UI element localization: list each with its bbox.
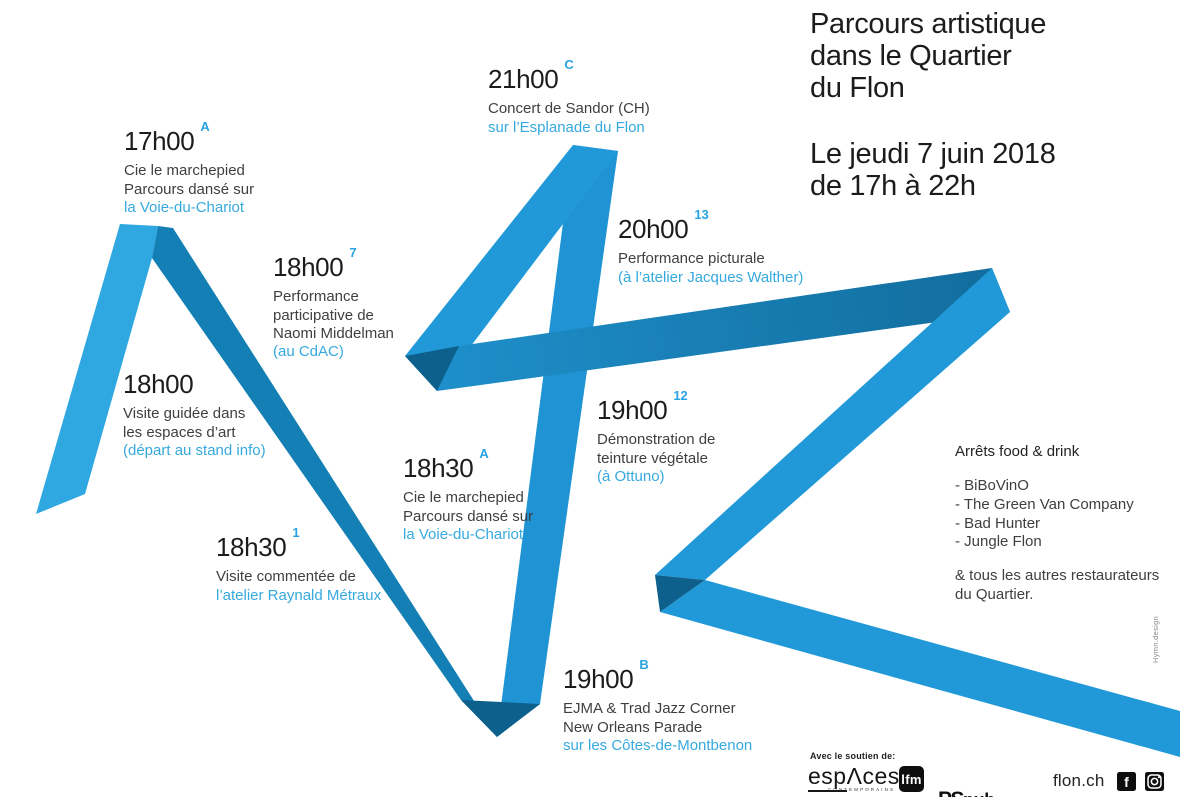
event-location: la Voie-du-Chariot: [403, 525, 524, 543]
poster-title: Parcours artistique dans le Quartier du …: [810, 8, 1047, 104]
espaces-logo-text: Λces: [846, 763, 900, 789]
ribbon-fold-bar-left: [405, 346, 459, 391]
event-time: 17h00 A: [124, 119, 210, 156]
food-drink-title: Arrêts food & drink: [955, 443, 1080, 460]
website-url: flon.ch: [1053, 771, 1105, 790]
ribbon-fold-v-bottom: [461, 700, 540, 737]
ribbon-four-diagonal: [405, 145, 618, 391]
list-item: - BiBoVinO: [955, 477, 1029, 494]
event-location: (à Ottuno): [597, 467, 665, 485]
event-19h00-b: 19h00 B EJMA & Trad Jazz Corner New Orlea…: [563, 657, 803, 755]
pspub-logo-ps: PS: [938, 788, 965, 797]
pspub-logo: PSpub: [938, 788, 1180, 797]
ribbon-descending-stroke: [655, 268, 1010, 580]
ribbon-horizontal-bar: [437, 268, 1010, 391]
event-location: (à l’atelier Jacques Walther): [618, 268, 804, 286]
event-description: Cie le marchepied Parcours dansé sur: [124, 162, 255, 198]
event-description: EJMA & Trad Jazz Corner New Orleans Para…: [563, 700, 736, 736]
event-description: Démonstration de teinture végétale: [597, 431, 716, 467]
event-location: la Voie-du-Chariot: [124, 198, 245, 216]
event-marker: C: [564, 57, 574, 73]
event-location: (au CdAC): [273, 343, 344, 361]
event-18h00-7: 18h00 7 Performance participative de Naom…: [273, 245, 513, 361]
event-time: 19h00 B: [563, 657, 649, 694]
event-20h00-13: 20h00 13 Performance picturale (à l’ateli…: [618, 207, 858, 287]
event-marker: 7: [349, 245, 357, 261]
event-time: 20h00 13: [618, 207, 709, 244]
event-marker: 12: [673, 388, 688, 404]
lfm-logo-text: lfm: [901, 771, 922, 787]
event-marker: B: [639, 657, 649, 673]
food-drink-section: Arrêts food & drink - BiBoVinO - The Gre…: [955, 443, 1180, 605]
event-description: Visite guidée dans les espaces d’art: [123, 405, 246, 441]
instagram-glyph: [1147, 774, 1162, 789]
event-description: Concert de Sandor (CH): [488, 100, 650, 118]
ribbon-lambda-right-leg: [152, 226, 497, 737]
espaces-logo: espΛces CONTEMPORAINS: [808, 763, 1180, 792]
pspub-logo-pub: pub: [963, 790, 995, 797]
design-credit-text: Hymn.design: [1151, 615, 1160, 663]
facebook-glyph: f: [1124, 773, 1129, 790]
event-description: Performance participative de Naomi Midde…: [273, 288, 394, 342]
event-marker: A: [479, 446, 489, 462]
event-17h00-a: 17h00 A Cie le marchepied Parcours dansé …: [124, 119, 364, 217]
event-time: 18h30 A: [403, 446, 489, 483]
espaces-logo-text-underlined: esp: [808, 763, 847, 792]
event-time: 19h00 12: [597, 388, 688, 425]
event-time: 18h00 7: [273, 245, 357, 282]
event-description: Performance picturale: [618, 250, 765, 268]
event-time: 18h30 1: [216, 525, 300, 562]
design-credit-vertical: Hymn.design: [1151, 616, 1180, 675]
event-marker: 1: [292, 525, 300, 541]
event-location: sur les Côtes-de-Montbenon: [563, 736, 753, 754]
event-marker: A: [200, 119, 210, 135]
ribbon-long-stroke: [497, 145, 618, 737]
event-21h00-c: 21h00 C Concert de Sandor (CH) sur l’Espl…: [488, 57, 728, 137]
instagram-icon: [1145, 772, 1164, 791]
lfm-logo: lfm: [899, 766, 924, 792]
event-18h30-a: 18h30 A Cie le marchepied Parcours dansé …: [403, 446, 643, 544]
event-location: sur l’Esplanade du Flon: [488, 118, 645, 136]
list-item: - Bad Hunter: [955, 514, 1041, 532]
event-19h00-12: 19h00 12 Démonstration de teinture végéta…: [597, 388, 837, 486]
event-location: l’atelier Raynald Métraux: [216, 586, 382, 604]
event-18h30-1: 18h30 1 Visite commentée de l’atelier Ray…: [216, 525, 456, 605]
list-item: - Jungle Flon: [955, 533, 1042, 551]
event-location: (départ au stand info): [123, 441, 266, 459]
event-time: 21h00 C: [488, 57, 574, 94]
event-marker: 13: [694, 207, 709, 223]
event-time: 18h00: [123, 369, 194, 399]
ribbon-fold-z-bottom: [655, 575, 705, 612]
list-item: - The Green Van Company: [955, 495, 1134, 513]
event-description: Cie le marchepied Parcours dansé sur: [403, 489, 534, 525]
ribbon-bottom-band: [660, 580, 1180, 757]
facebook-icon: f: [1117, 772, 1136, 791]
poster-date: Le jeudi 7 juin 2018 de 17h à 22h: [810, 138, 1056, 202]
food-drink-outro: & tous les autres restaurateurs du Quart…: [955, 567, 1160, 603]
food-drink-list: - BiBoVinO - The Green Van Company - Bad…: [955, 477, 1180, 552]
event-description: Visite commentée de: [216, 568, 356, 586]
sponsors-label: Avec le soutien de:: [810, 751, 896, 761]
espaces-logo-subtext: CONTEMPORAINS: [828, 787, 896, 792]
event-18h00-visite: 18h00 Visite guidée dans les espaces d’a…: [123, 369, 363, 460]
ribbon-lambda-left-leg: [36, 224, 158, 514]
